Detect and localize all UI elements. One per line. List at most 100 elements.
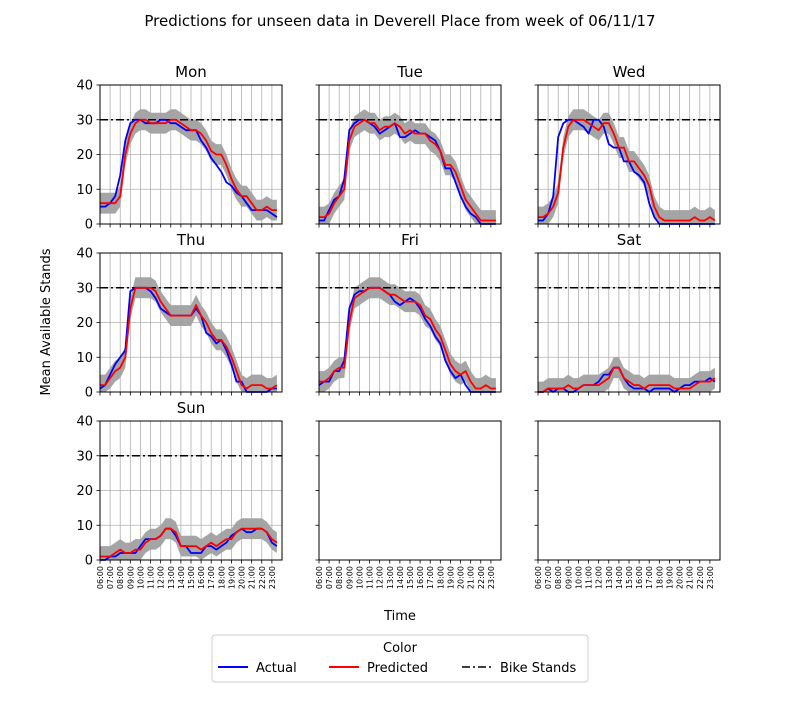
x-tick-label: 23:00 — [487, 566, 496, 589]
x-tick-label: 17:00 — [207, 566, 216, 589]
y-tick-label: 40 — [76, 247, 93, 262]
x-tick-label: 06:00 — [315, 566, 324, 589]
x-tick-label: 08:00 — [554, 566, 563, 589]
x-tick-label: 09:00 — [564, 566, 573, 589]
x-tick-label: 11:00 — [366, 566, 375, 589]
x-tick-label: 19:00 — [665, 566, 674, 589]
y-tick-label: 10 — [76, 183, 93, 198]
x-tick-label: 18:00 — [436, 566, 445, 589]
axes-frame — [318, 420, 502, 561]
x-tick-label: 17:00 — [645, 566, 654, 589]
subplot-sun: Sun 0 10 20 30 40 06:00 07:00 08:00 09:00 10:00 11:… — [76, 399, 283, 589]
x-tick-label: 21:00 — [248, 566, 257, 589]
legend: Color Actual Predicted Bike Stands — [211, 634, 589, 683]
x-tick-label: 20:00 — [457, 566, 466, 589]
subplot-sat: Sat — [534, 231, 721, 396]
x-tick-label: 16:00 — [635, 566, 644, 589]
y-tick-label: 30 — [76, 281, 93, 296]
subplot-wed: Wed — [534, 63, 721, 228]
subplot-title: Mon — [175, 63, 207, 81]
y-tick-label: 0 — [85, 218, 93, 233]
prediction-band — [100, 518, 277, 560]
legend-label-predicted: Predicted — [367, 661, 428, 676]
x-tick-label: 07:00 — [106, 566, 115, 589]
y-tick-label: 10 — [76, 519, 93, 534]
x-tick-label: 13:00 — [167, 566, 176, 589]
x-tick-label: 14:00 — [396, 566, 405, 589]
subplot-empty: 06:00 07:00 08:00 09:00 10:00 11:00 12:00 13:00… — [534, 420, 721, 589]
x-tick-label: 19:00 — [446, 566, 455, 589]
subplot-title: Wed — [613, 63, 646, 81]
prediction-band — [100, 109, 277, 221]
predicted-series-line — [538, 118, 716, 222]
subplot-title: Thu — [176, 231, 205, 249]
x-tick-label: 15:00 — [625, 566, 634, 589]
x-tick-label: 08:00 — [116, 566, 125, 589]
x-tick-label: 22:00 — [258, 566, 267, 589]
subplot-empty: 06:00 07:00 08:00 09:00 10:00 11:00 12:00 13:00… — [315, 420, 502, 589]
x-tick-label: 16:00 — [197, 566, 206, 589]
legend-label-actual: Actual — [256, 661, 297, 676]
x-tick-label: 20:00 — [238, 566, 247, 589]
subplot-mon: Mon 0 10 20 30 40 — [76, 63, 283, 233]
actual-series-line — [100, 118, 278, 218]
legend-label-bike-stands: Bike Stands — [500, 661, 577, 676]
x-tick-label: 07:00 — [544, 566, 553, 589]
x-tick-label: 09:00 — [345, 566, 354, 589]
predicted-series-line — [100, 286, 278, 390]
y-axis-label: Mean Available Stands — [39, 248, 54, 395]
predicted-series-line — [319, 118, 496, 222]
y-tick-label: 0 — [85, 554, 93, 569]
x-tick-label: 14:00 — [615, 566, 624, 589]
x-tick-label: 12:00 — [595, 566, 604, 589]
x-tick-label: 06:00 — [96, 566, 105, 589]
x-tick-label: 21:00 — [467, 566, 476, 589]
y-tick-label: 30 — [76, 113, 93, 128]
y-tick-label: 40 — [76, 415, 93, 430]
x-tick-label: 18:00 — [217, 566, 226, 589]
y-tick-label: 20 — [76, 484, 93, 499]
subplot-tue: Tue — [315, 63, 502, 228]
x-tick-label: 12:00 — [157, 566, 166, 589]
x-tick-label: 07:00 — [325, 566, 334, 589]
x-tick-label: 21:00 — [686, 566, 695, 589]
chart-title: Predictions for unseen data in Deverell … — [144, 12, 655, 30]
x-tick-label: 11:00 — [147, 566, 156, 589]
subplot-grid: Mon 0 10 20 30 40 Tue Wed Thu 0 10 20 30 40 Fri Sat Sun 0… — [76, 63, 721, 589]
subplot-fri: Fri — [315, 231, 502, 396]
x-tick-label: 22:00 — [696, 566, 705, 589]
predicted-series-line — [100, 118, 277, 211]
x-tick-label: 18:00 — [655, 566, 664, 589]
y-tick-label: 0 — [85, 386, 93, 401]
predicted-series-line — [100, 527, 278, 558]
predicted-series-line — [319, 286, 496, 390]
y-tick-label: 20 — [76, 316, 93, 331]
prediction-band — [538, 357, 715, 392]
subplot-title: Sun — [177, 399, 206, 417]
x-tick-label: 20:00 — [676, 566, 685, 589]
prediction-band — [538, 109, 715, 224]
x-tick-label: 12:00 — [376, 566, 385, 589]
actual-series-line — [318, 286, 496, 393]
x-tick-label: 10:00 — [355, 566, 364, 589]
subplot-title: Sat — [617, 231, 642, 249]
subplot-title: Fri — [401, 231, 419, 249]
x-tick-label: 15:00 — [406, 566, 415, 589]
x-tick-label: 19:00 — [227, 566, 236, 589]
x-tick-label: 06:00 — [534, 566, 543, 589]
legend-frame — [211, 634, 589, 683]
actual-series-line — [538, 366, 716, 393]
x-tick-label: 13:00 — [605, 566, 614, 589]
x-tick-label: 10:00 — [136, 566, 145, 589]
y-tick-label: 30 — [76, 449, 93, 464]
axes-frame — [537, 420, 721, 561]
prediction-band — [319, 277, 496, 392]
x-tick-label: 23:00 — [268, 566, 277, 589]
y-tick-label: 20 — [76, 148, 93, 163]
subplot-title: Tue — [396, 63, 423, 81]
legend-title: Color — [383, 641, 418, 656]
x-tick-label: 17:00 — [426, 566, 435, 589]
x-axis-label: Time — [383, 609, 416, 624]
